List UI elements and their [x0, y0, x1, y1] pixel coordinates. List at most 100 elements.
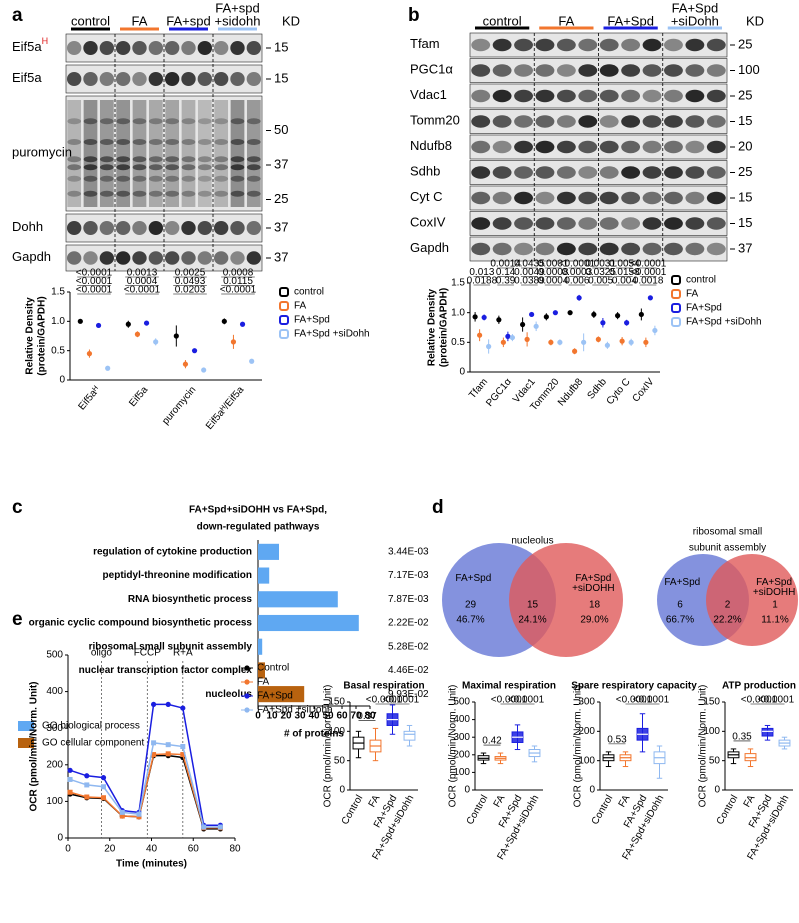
blot-band	[492, 115, 512, 128]
x-tick-label: Cyto C	[605, 377, 633, 407]
p-value: <0.0001	[616, 695, 653, 706]
point	[180, 705, 186, 711]
blot-band	[116, 139, 131, 145]
blot-band	[230, 221, 245, 235]
point	[165, 742, 171, 748]
p-value: <0.0001	[630, 259, 667, 270]
blot-band	[492, 191, 512, 205]
x-tick-label: 0	[255, 711, 261, 722]
dot	[520, 321, 526, 328]
y-tick-label: 300	[578, 697, 595, 708]
blot-band	[685, 242, 705, 256]
x-tick-label: 40	[146, 844, 158, 855]
kd-marker: 15	[738, 189, 752, 204]
event-label: FCCP	[134, 648, 162, 659]
point	[201, 824, 207, 830]
blot-band	[148, 41, 164, 55]
y-axis-label: (protein/GAPDH)	[439, 288, 450, 367]
point	[84, 794, 90, 800]
bar	[258, 614, 359, 632]
blot-band	[578, 89, 598, 103]
legend-swatch	[279, 301, 289, 311]
venn-percent: 11.1%	[761, 615, 789, 626]
venn-count: 1	[772, 600, 778, 611]
y-axis-label: OCR (pmol/min/Norm. Unit)	[448, 685, 459, 808]
dot	[543, 314, 549, 320]
p-value: 0.004	[612, 276, 637, 287]
blot-band	[621, 89, 641, 103]
row-label-text: Gapdh	[410, 240, 449, 255]
y-tick-label: 200	[578, 726, 595, 737]
blot-band	[214, 139, 229, 145]
blot-band	[471, 191, 491, 205]
blot-band	[132, 175, 147, 182]
p-value: 0.0008	[223, 268, 254, 279]
blot-band	[535, 64, 555, 77]
blot-band	[664, 217, 683, 230]
p-value: 0.005	[588, 276, 613, 287]
y-tick-label: 100	[453, 767, 470, 778]
venn-set-label: +siDOHH	[753, 587, 796, 598]
blot-band	[685, 89, 705, 103]
venn-percent: 29.0%	[580, 615, 608, 626]
blot-band	[685, 140, 705, 154]
dot	[143, 320, 150, 326]
y-tick-label: 100	[328, 726, 345, 737]
series-line	[69, 703, 221, 826]
p-value: 4.46E-02	[388, 665, 429, 676]
blot-band	[213, 251, 229, 265]
dot	[134, 331, 141, 337]
y-axis-label: OCR (pmol/min/Norm. Unit)	[573, 685, 584, 808]
panel-label: b	[408, 5, 420, 26]
blot-band	[642, 217, 662, 230]
blot-band	[165, 175, 180, 182]
blot-band	[67, 164, 82, 171]
blot-band	[148, 190, 163, 197]
point	[100, 775, 107, 781]
point	[151, 740, 157, 746]
x-tick-label: 20	[280, 711, 292, 722]
dot	[572, 348, 578, 354]
blot-smear	[67, 100, 82, 207]
kd-marker: 15	[738, 113, 752, 128]
blot-row-label: Vdac1	[410, 87, 447, 102]
point	[165, 701, 171, 708]
point	[100, 784, 106, 790]
blot-band	[556, 140, 576, 154]
category-label: nuclear transcription factor complex	[79, 665, 253, 676]
dot	[472, 314, 478, 320]
blot-band	[116, 190, 131, 197]
dot	[105, 365, 111, 371]
blot-band	[246, 190, 261, 197]
p-value: 0.14	[496, 267, 516, 278]
venn-title: nucleolus	[511, 536, 553, 547]
point	[136, 814, 142, 820]
blot-band	[246, 41, 262, 55]
dot	[486, 343, 492, 350]
p-value: 0.0025	[175, 268, 206, 279]
blot-band	[132, 118, 147, 125]
blot-band	[230, 41, 245, 55]
blot-band	[246, 175, 261, 182]
blot-band	[471, 38, 491, 52]
blot-band	[132, 190, 147, 197]
dot	[647, 295, 653, 301]
p-value: 0.0018	[633, 276, 664, 287]
blot-band	[621, 38, 641, 52]
p-value: 2.22E-02	[388, 618, 429, 629]
row-label-text: Gapdh	[12, 249, 51, 264]
kd-marker: 20	[738, 138, 752, 153]
blot-band	[66, 251, 82, 265]
y-tick-label: 0	[714, 785, 720, 796]
legend-label: FA+Spd	[686, 303, 722, 314]
blot-band	[67, 190, 82, 197]
row-label-text: Cyt C	[410, 189, 443, 204]
blot-strip	[65, 213, 263, 243]
blot-smear	[99, 100, 114, 207]
blot-band	[197, 164, 212, 171]
kd-marker: 25	[274, 191, 288, 206]
dot	[230, 339, 237, 345]
x-tick-label: 80	[229, 844, 241, 855]
point	[67, 789, 73, 795]
x-tick-label: 40	[308, 711, 320, 722]
